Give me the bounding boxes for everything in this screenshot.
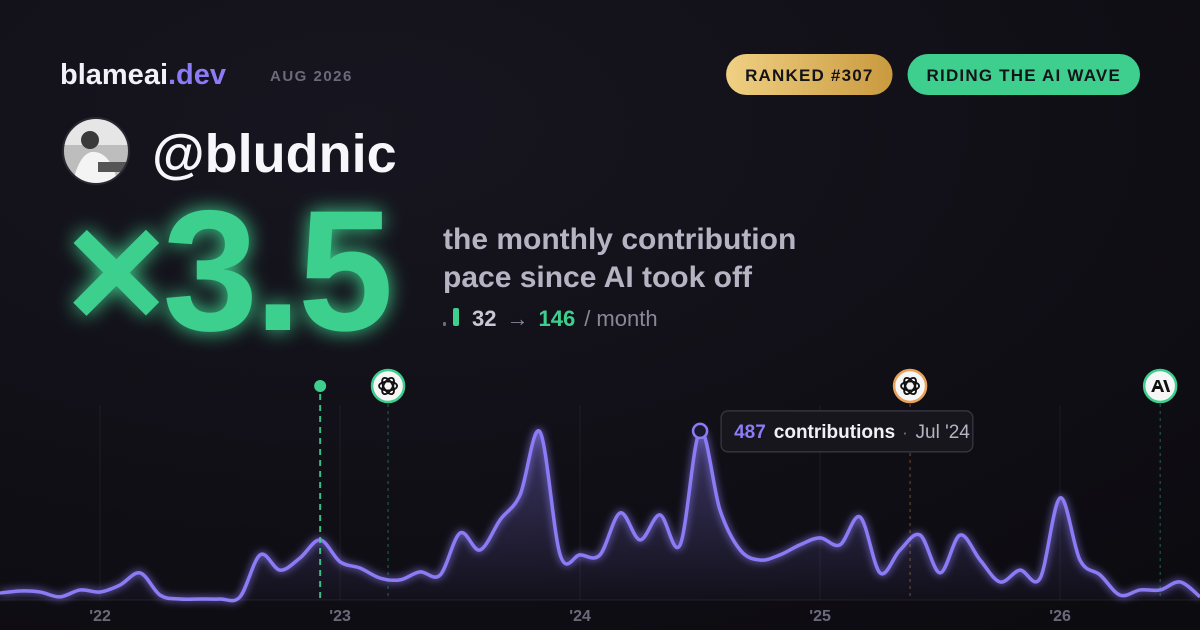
openai-logo <box>903 376 917 396</box>
tooltip-sep: · <box>903 426 907 441</box>
tooltip-text: 487 contributions · Jul '24 <box>734 422 970 443</box>
tooltip-box <box>720 410 974 453</box>
x-tick-label: '26 <box>1049 608 1071 625</box>
openai-logo <box>381 376 395 396</box>
anthropic-logo <box>1151 380 1171 392</box>
avatar-ring <box>62 117 130 185</box>
brand-name: blameai <box>60 59 168 91</box>
openai-logo <box>381 376 395 396</box>
openai-logo <box>378 380 398 392</box>
stat-from: 32 <box>472 306 496 331</box>
description: pace since AI took off <box>443 261 753 294</box>
stat-icon <box>443 322 446 326</box>
stats: 32 → 146 / month <box>472 306 658 331</box>
x-tick-label: '22 <box>89 608 111 625</box>
event-dot <box>314 380 327 392</box>
badge <box>726 54 893 95</box>
badge-text: RANKED #307 <box>745 66 873 85</box>
badges: RIDING THE AI WAVE RANKED #307 <box>726 54 1140 95</box>
x-tick-label: '25 <box>809 608 831 625</box>
date: AUG 2026 <box>270 68 353 85</box>
event-icon <box>370 368 406 404</box>
tooltip-date: Jul '24 <box>916 422 971 443</box>
stat-to: 146 <box>538 306 575 331</box>
stat-arrow: → <box>506 306 528 331</box>
openai-logo <box>900 380 920 392</box>
username: @bludnic <box>152 124 397 184</box>
chart: '22 '23 '24 '25 '26 487 contributions · Jul '24 <box>0 368 1200 625</box>
stat-unit: / month <box>584 306 657 331</box>
openai-logo <box>903 376 917 396</box>
stat-icon <box>453 308 459 326</box>
brand-suffix: .dev <box>168 59 226 91</box>
badge-text: RIDING THE AI WAVE <box>927 66 1121 85</box>
badge <box>907 54 1140 95</box>
description: the monthly contribution <box>443 223 796 256</box>
tooltip-value: 487 <box>734 422 766 443</box>
multiplier: ×3.5 <box>66 175 390 367</box>
line <box>0 429 1200 603</box>
tooltip-unit: contributions <box>774 422 895 443</box>
brand: blameai.dev <box>60 59 226 91</box>
x-tick-label: '24 <box>569 608 591 625</box>
tooltip: 487 contributions · Jul '24 <box>720 410 974 453</box>
event-icon <box>892 368 928 404</box>
peak-marker <box>691 422 709 440</box>
x-tick-label: '23 <box>329 608 351 625</box>
